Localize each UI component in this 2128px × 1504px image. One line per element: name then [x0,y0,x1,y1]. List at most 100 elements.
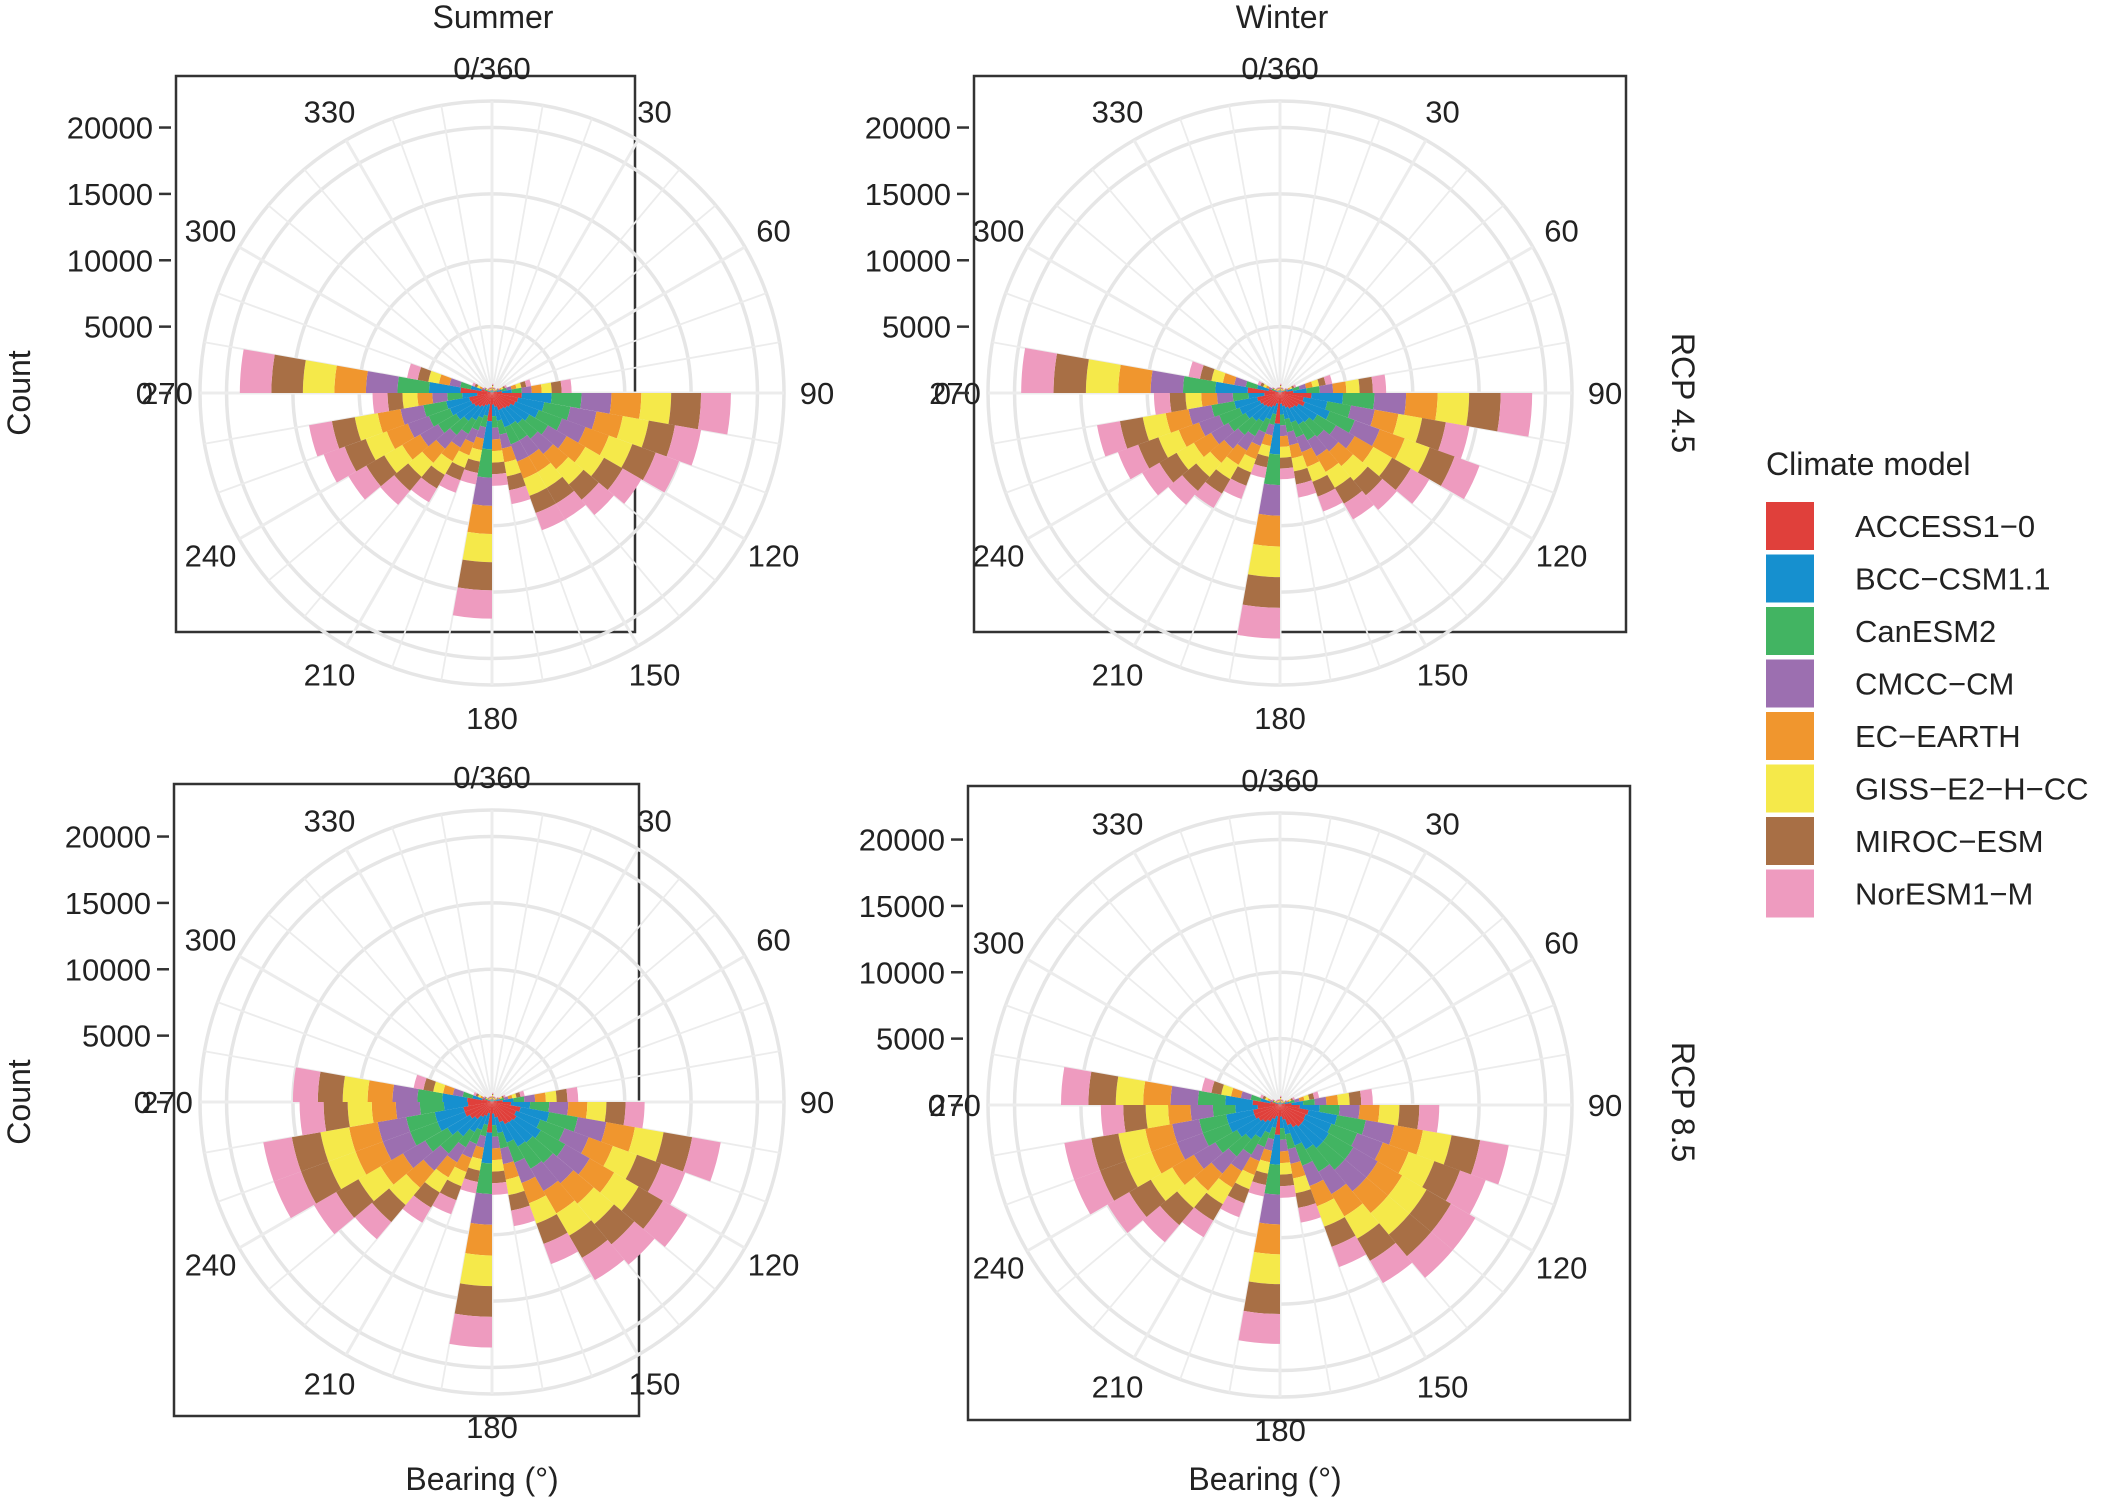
bar-segment-320-cmcc-cm [490,390,491,392]
bar-segment-0-noresm1-m [1280,1095,1282,1097]
bar-segment-30-noresm1-m [494,1096,496,1098]
column-label-winter: Winter [1236,0,1329,35]
bar-segment-210-miroc-esm [413,1182,440,1208]
bar-segment-330-cmcc-cm [490,1099,492,1101]
bar-segment-140-giss-e2-h-cc [537,462,563,488]
bar-segment-80-canesm2 [511,387,522,393]
bar-segment-80-canesm2 [1302,1098,1315,1105]
bearing-tick-label: 150 [629,1367,681,1402]
bar-segment-230-ec-earth [1193,432,1219,457]
bar-segment-110-bcc-csm1-1 [514,1110,541,1128]
bar-segment-20-noresm1-m [1281,1099,1283,1101]
bar-segment-340-canesm2 [491,390,492,392]
bar-segment-140-cmcc-cm [1318,1164,1347,1195]
grid-spoke [238,954,493,1104]
bar-segment-320-giss-e2-h-cc [489,389,491,391]
bearing-tick-label: 210 [304,1367,356,1402]
bar-segment-260-access1-0 [467,1102,492,1107]
bar-segment-330-giss-e2-h-cc [1277,1100,1279,1102]
bar-segment-50-bcc-csm1-1 [492,391,494,393]
bar-segment-50-noresm1-m [1285,1099,1287,1102]
bar-segment-150-miroc-esm [1312,474,1336,497]
bar-segment-300-access1-0 [490,392,492,393]
bar-segment-120-bcc-csm1-1 [513,1116,541,1139]
bar-segment-10-miroc-esm [1280,1099,1282,1101]
bar-segment-290-ec-earth [1265,385,1270,389]
bar-segment-250-ec-earth [1145,1124,1178,1152]
bearing-tick-label: 330 [304,95,356,130]
bar-segment-310-canesm2 [1278,1103,1280,1105]
bar-segment-90-cmcc-cm [1338,1105,1360,1119]
bar-segment-250-giss-e2-h-cc [320,1127,356,1162]
bar-segment-90-miroc-esm [668,393,702,430]
bar-segment-80-noresm1-m [1360,1088,1373,1105]
x-axis-title-summer: Bearing (°) [405,1461,558,1497]
bar-segment-310-cmcc-cm [1277,1102,1279,1104]
bar-segment-20-miroc-esm [1281,1100,1283,1102]
bar-segment-0-giss-e2-h-cc [492,1095,494,1097]
grid-spoke [1279,118,1381,394]
bar-segment-0-canesm2 [1280,1101,1281,1103]
bar-segment-150-noresm1-m [1331,1235,1367,1268]
bar-segment-110-access1-0 [492,393,516,406]
grid-spoke [217,292,493,394]
bar-segment-50-bcc-csm1-1 [492,1100,494,1102]
grid-spoke [491,168,681,394]
bar-segment-20-cmcc-cm [492,390,494,392]
bar-segment-110-miroc-esm [1417,447,1455,486]
bar-segment-180-ec-earth [467,504,492,535]
bar-segment-100-giss-e2-h-cc [616,416,649,448]
bar-segment-230-canesm2 [1228,412,1250,432]
bar-segment-10-canesm2 [1280,1102,1281,1104]
bar-segment-40-canesm2 [1280,1103,1282,1105]
bar-segment-240-miroc-esm [301,1161,342,1204]
grid-spoke [1055,204,1281,394]
bar-segment-240-canesm2 [1202,1123,1233,1147]
bar-segment-30-miroc-esm [494,388,496,390]
bar-segment-300-access1-0 [1278,392,1280,393]
bar-segment-130-bcc-csm1-1 [1292,405,1310,423]
bar-segment-260-bcc-csm1-1 [443,1102,469,1111]
bar-segment-220-access1-0 [474,1102,492,1120]
bar-segment-60-noresm1-m [503,1094,506,1098]
bar-segment-40-canesm2 [492,391,494,393]
bar-segment-100-access1-0 [1280,393,1304,402]
bar-segment-300-access1-0 [1278,1104,1280,1105]
grid-spoke [491,954,746,1104]
bar-segment-300-bcc-csm1-1 [489,391,492,393]
bar-segment-150-miroc-esm [529,487,556,514]
bar-segment-190-ec-earth [1260,1148,1272,1163]
bar-segment-260-ec-earth [1201,393,1218,407]
bearing-tick-label: 0/360 [1241,51,1319,86]
bar-segment-270-miroc-esm [317,1071,345,1102]
bar-segment-330-giss-e2-h-cc [1277,388,1279,390]
bar-segment-100-ec-earth [1389,1125,1423,1155]
bar-segment-220-giss-e2-h-cc [389,1173,421,1205]
bar-segment-160-canesm2 [1285,1133,1296,1150]
bar-segment-60-noresm1-m [504,385,507,389]
bar-segment-10-cmcc-cm [492,390,494,391]
bar-segment-80-noresm1-m [1371,374,1387,393]
bar-segment-310-access1-0 [1279,1104,1280,1105]
bar-segment-100-ec-earth [591,411,623,439]
bar-segment-280-bcc-csm1-1 [1260,1098,1271,1104]
bar-segment-80-ec-earth [1325,1094,1339,1105]
bar-segment-210-ec-earth [1218,1163,1242,1188]
bar-segment-240-bcc-csm1-1 [449,400,473,416]
bar-segment-120-ec-earth [578,1158,615,1193]
bar-segment-150-giss-e2-h-cc [1306,461,1328,482]
bar-segment-50-access1-0 [492,1101,493,1102]
bar-segment-50-canesm2 [1281,1103,1283,1104]
bar-segment-330-ec-earth [490,389,491,391]
bar-segment-290-bcc-csm1-1 [487,390,490,393]
bar-segment-160-bcc-csm1-1 [1282,405,1290,420]
bar-segment-50-giss-e2-h-cc [1283,1101,1286,1103]
count-tick-label: 10000 [865,243,951,278]
bar-segment-210-ec-earth [1226,443,1247,465]
bar-segment-40-bcc-csm1-1 [1280,1103,1282,1105]
bar-segment-230-canesm2 [1215,1129,1242,1153]
bar-segment-160-bcc-csm1-1 [1282,1119,1291,1135]
bar-segment-250-giss-e2-h-cc [354,413,383,441]
bar-segment-0-cmcc-cm [492,1097,493,1099]
bar-segment-260-bcc-csm1-1 [462,393,478,399]
